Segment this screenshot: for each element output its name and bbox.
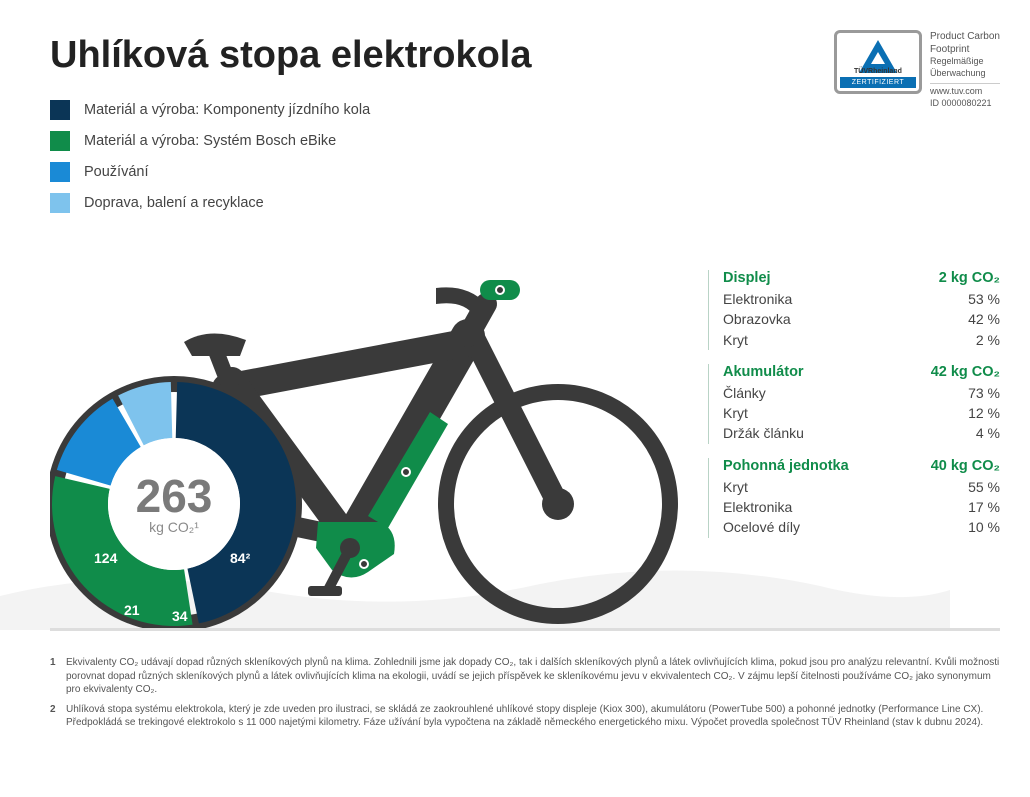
tuv-caption-3: Regelmäßige bbox=[930, 56, 1000, 68]
page-title: Uhlíková stopa elektrokola bbox=[50, 34, 532, 77]
footnote: 1Ekvivalenty CO₂ udávají dopad různých s… bbox=[50, 656, 1000, 697]
panel-row: Elektronika 17 % bbox=[723, 497, 1000, 517]
bike-diagram: 263 kg CO₂¹ 124 84² 34 21 bbox=[50, 270, 690, 630]
legend-label: Používání bbox=[84, 164, 149, 180]
panel-row-value: 17 % bbox=[968, 497, 1000, 517]
footnote-number: 1 bbox=[50, 656, 66, 697]
panel-row: Držák článku 4 % bbox=[723, 423, 1000, 443]
tuv-triangle-inner-icon bbox=[871, 52, 885, 64]
donut-segment-label: 124 bbox=[94, 550, 117, 566]
ground-baseline bbox=[50, 628, 1000, 631]
panel-row: Kryt 2 % bbox=[723, 330, 1000, 350]
donut-chart: 263 kg CO₂¹ 124 84² 34 21 bbox=[50, 380, 298, 628]
panel-row-value: 73 % bbox=[968, 383, 1000, 403]
component-panel: Akumulátor42 kg CO₂Články73 %Kryt12 %Drž… bbox=[708, 364, 1000, 444]
legend-item: Doprava, balení a recyklace bbox=[50, 193, 370, 213]
panel-title: Pohonná jednotka bbox=[723, 458, 849, 474]
panel-row-value: 55 % bbox=[968, 477, 1000, 497]
panel-co2: 42 kg CO₂ bbox=[931, 364, 1000, 380]
legend-item: Materiál a výroba: Systém Bosch eBike bbox=[50, 131, 370, 151]
tuv-caption-2: Footprint bbox=[930, 43, 1000, 56]
panel-row-value: 53 % bbox=[968, 289, 1000, 309]
panel-row-key: Kryt bbox=[723, 403, 748, 423]
panel-header: Displej 2 kg CO₂ bbox=[723, 270, 1000, 286]
tuv-caption-1: Product Carbon bbox=[930, 30, 1000, 43]
donut-total: 263 bbox=[136, 473, 213, 519]
legend-item: Používání bbox=[50, 162, 370, 182]
panel-row: Ocelové díly 10 % bbox=[723, 517, 1000, 537]
panel-row-key: Elektronika bbox=[723, 289, 792, 309]
tuv-status: ZERTIFIZIERT bbox=[840, 77, 916, 88]
component-panel: Displej 2 kg CO₂ Elektronika 53 % Obrazovka 4… bbox=[708, 270, 1000, 350]
panel-row-value: 12 % bbox=[968, 403, 1000, 423]
panel-row-key: Ocelové díly bbox=[723, 517, 800, 537]
footnote-number: 2 bbox=[50, 703, 66, 730]
donut-center: 263 kg CO₂¹ bbox=[136, 473, 213, 535]
panel-row-value: 2 % bbox=[976, 330, 1000, 350]
panel-header: Akumulátor 42 kg CO₂ bbox=[723, 364, 1000, 380]
footnote-text: Ekvivalenty CO₂ udávají dopad různých sk… bbox=[66, 656, 1000, 697]
panel-row-value: 4 % bbox=[976, 423, 1000, 443]
component-panels: Displej 2 kg CO₂ Elektronika 53 % Obrazovka 4… bbox=[708, 270, 1000, 552]
panel-row: Články 73 % bbox=[723, 383, 1000, 403]
panel-header: Pohonná jednotka 40 kg CO₂ bbox=[723, 458, 1000, 474]
panel-title: Displej bbox=[723, 270, 771, 286]
legend-swatch bbox=[50, 131, 70, 151]
panel-row-key: Obrazovka bbox=[723, 309, 791, 329]
legend-swatch bbox=[50, 162, 70, 182]
legend-label: Doprava, balení a recyklace bbox=[84, 195, 264, 211]
legend-swatch bbox=[50, 193, 70, 213]
component-panel: Pohonná jednotka40 kg CO₂Kryt55 %Elektro… bbox=[708, 458, 1000, 538]
donut-segment-label: 84² bbox=[230, 550, 250, 566]
tuv-id: ID 0000080221 bbox=[930, 98, 1000, 110]
donut-segment-label: 21 bbox=[124, 602, 140, 618]
panel-row-value: 10 % bbox=[968, 517, 1000, 537]
panel-co2: 2 kg CO₂ bbox=[939, 270, 1000, 286]
panel-row-value: 42 % bbox=[968, 309, 1000, 329]
panel-row-key: Elektronika bbox=[723, 497, 792, 517]
donut-segment-label: 34 bbox=[172, 608, 188, 624]
panel-row: Obrazovka 42 % bbox=[723, 309, 1000, 329]
panel-row: Elektronika 53 % bbox=[723, 289, 1000, 309]
legend-label: Materiál a výroba: Systém Bosch eBike bbox=[84, 133, 336, 149]
tuv-badge-box: TÜVRheinland ZERTIFIZIERT bbox=[834, 30, 922, 94]
footnote-text: Uhlíková stopa systému elektrokola, kter… bbox=[66, 703, 1000, 730]
panel-co2: 40 kg CO₂ bbox=[931, 458, 1000, 474]
legend-label: Materiál a výroba: Komponenty jízdního k… bbox=[84, 102, 370, 118]
panel-title: Akumulátor bbox=[723, 364, 804, 380]
panel-row-key: Kryt bbox=[723, 330, 748, 350]
legend-item: Materiál a výroba: Komponenty jízdního k… bbox=[50, 100, 370, 120]
footnotes: 1Ekvivalenty CO₂ udávají dopad různých s… bbox=[50, 656, 1000, 736]
panel-row-key: Kryt bbox=[723, 477, 748, 497]
tuv-badge-caption: Product Carbon Footprint Regelmäßige Übe… bbox=[930, 30, 1000, 110]
tuv-url: www.tuv.com bbox=[930, 86, 1000, 98]
panel-row-key: Držák článku bbox=[723, 423, 804, 443]
tuv-badge: TÜVRheinland ZERTIFIZIERT Product Carbon… bbox=[834, 30, 1000, 110]
tuv-brand: TÜVRheinland bbox=[837, 68, 919, 75]
panel-row-key: Články bbox=[723, 383, 766, 403]
footnote: 2Uhlíková stopa systému elektrokola, kte… bbox=[50, 703, 1000, 730]
tuv-caption-4: Überwachung bbox=[930, 68, 1000, 80]
panel-row: Kryt 55 % bbox=[723, 477, 1000, 497]
legend: Materiál a výroba: Komponenty jízdního k… bbox=[50, 100, 370, 224]
panel-row: Kryt 12 % bbox=[723, 403, 1000, 423]
legend-swatch bbox=[50, 100, 70, 120]
